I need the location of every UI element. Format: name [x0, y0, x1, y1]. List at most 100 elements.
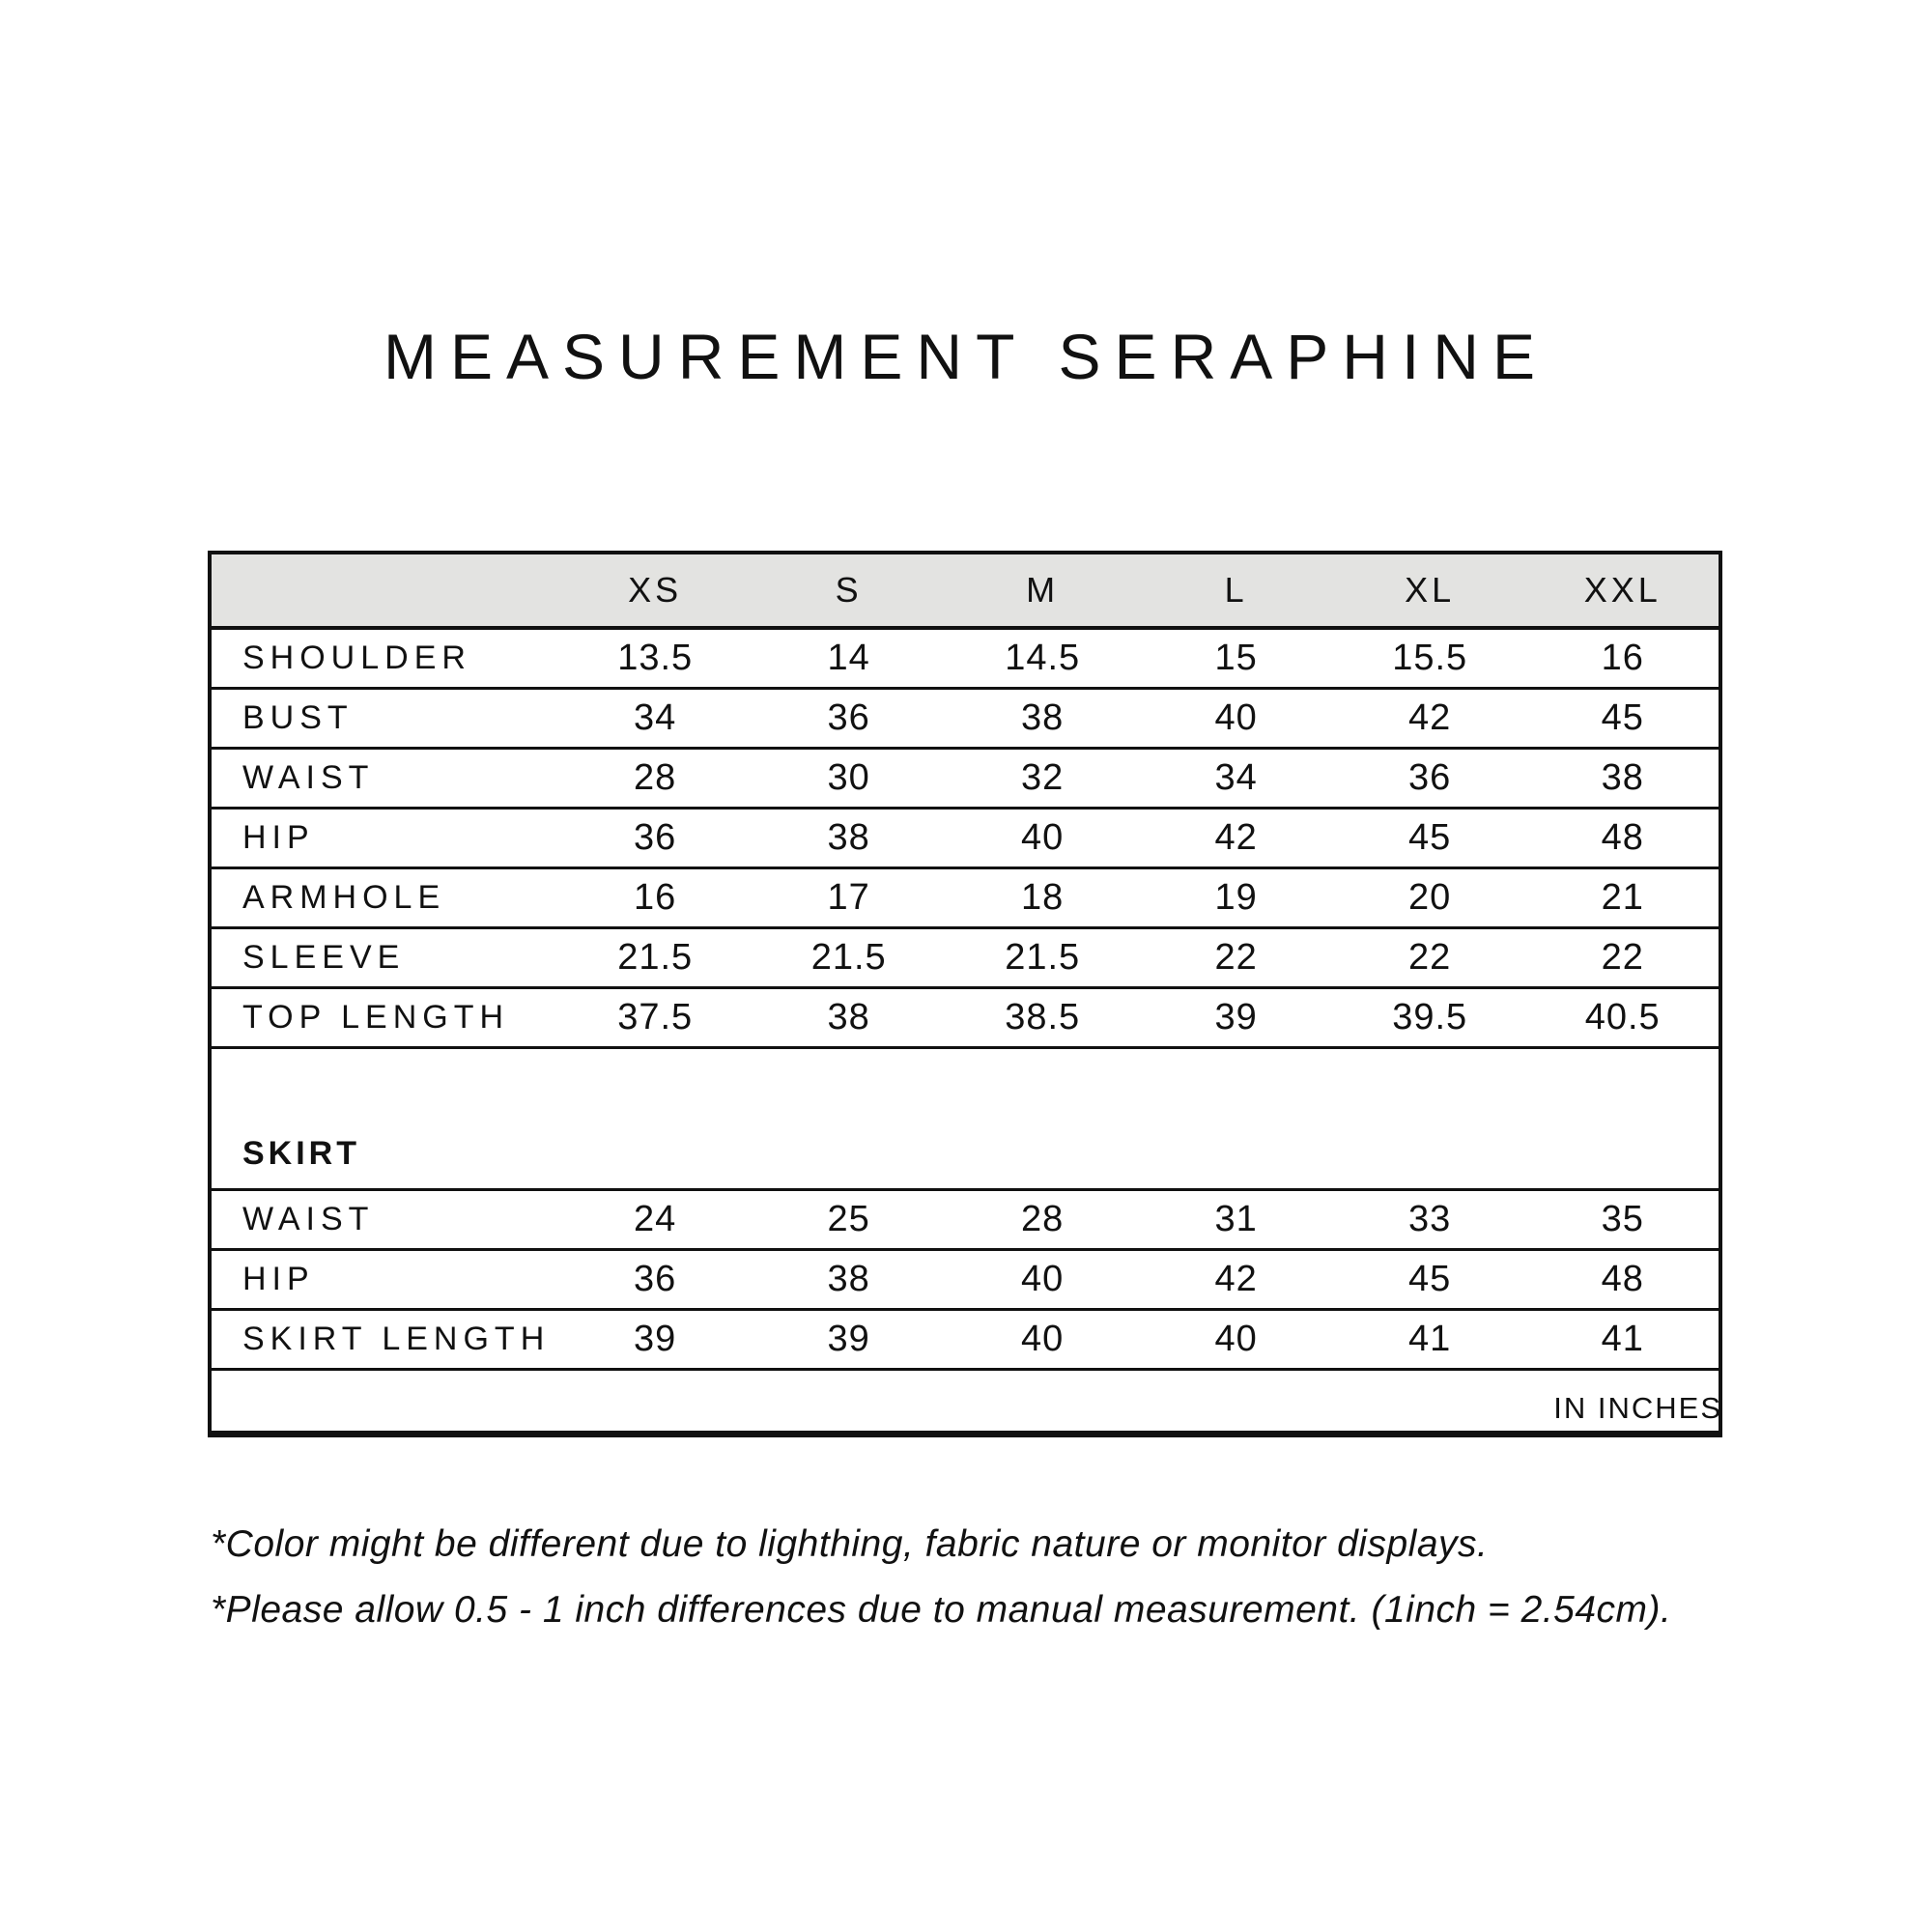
measurement-value: 48 [1526, 1248, 1720, 1310]
measurement-value: 22 [1139, 926, 1333, 988]
table-header: XS S M L XL XXL [210, 553, 1720, 630]
table-body: SHOULDER 13.5 14 14.5 15 15.5 16 BUST 34 36 38 40 42… [210, 626, 1720, 1435]
empty-row [210, 1368, 1720, 1435]
measurement-value: 36 [557, 807, 753, 868]
table-row: WAIST 28 30 32 34 36 38 [210, 747, 1720, 809]
measurement-value: 37.5 [557, 986, 753, 1048]
measurement-value: 34 [557, 687, 753, 749]
measurement-value: 42 [1139, 807, 1333, 868]
measurement-value: 41 [1526, 1308, 1720, 1370]
measurement-value: 28 [557, 747, 753, 809]
skirt-section-row: SKIRT [210, 1046, 1720, 1190]
measurement-value: 42 [1139, 1248, 1333, 1310]
row-label: HIP [210, 807, 558, 868]
measurement-value: 16 [557, 867, 753, 928]
measurement-value: 48 [1526, 807, 1720, 868]
measurement-value: 39 [752, 1308, 946, 1370]
measurement-value: 31 [1139, 1188, 1333, 1250]
measurement-value: 35 [1526, 1188, 1720, 1250]
row-label: SKIRT LENGTH [210, 1308, 558, 1370]
table-row: HIP 36 38 40 42 45 48 [210, 1248, 1720, 1310]
measurement-value: 33 [1332, 1188, 1527, 1250]
measurement-value: 15.5 [1332, 626, 1527, 689]
measurement-value: 38 [752, 1248, 946, 1310]
row-label: SLEEVE [210, 926, 558, 988]
table-row: HIP 36 38 40 42 45 48 [210, 807, 1720, 868]
measurement-value: 14 [752, 626, 946, 689]
table-row: BUST 34 36 38 40 42 45 [210, 687, 1720, 749]
table-row: ARMHOLE 16 17 18 19 20 21 [210, 867, 1720, 928]
measurement-value: 38.5 [945, 986, 1140, 1048]
measurement-value: 39 [557, 1308, 753, 1370]
row-label: HIP [210, 1248, 558, 1310]
measurement-value: 21 [1526, 867, 1720, 928]
page-title: MEASUREMENT SERAPHINE [384, 321, 1548, 392]
measurement-value: 15 [1139, 626, 1333, 689]
table-row: WAIST 24 25 28 31 33 35 [210, 1188, 1720, 1250]
measurement-value: 36 [1332, 747, 1527, 809]
size-header-xxl: XXL [1526, 553, 1720, 630]
measurement-value: 17 [752, 867, 946, 928]
measurement-value: 22 [1332, 926, 1527, 988]
measurement-value: 32 [945, 747, 1140, 809]
measurement-value: 36 [557, 1248, 753, 1310]
measurement-value: 28 [945, 1188, 1140, 1250]
measurement-value: 36 [752, 687, 946, 749]
table-row: SKIRT LENGTH 39 39 40 40 41 41 [210, 1308, 1720, 1370]
skirt-section-label: SKIRT [210, 1046, 1720, 1190]
measurement-value: 45 [1332, 1248, 1527, 1310]
size-header-s: S [752, 553, 946, 630]
table-row: TOP LENGTH 37.5 38 38.5 39 39.5 40.5 [210, 986, 1720, 1048]
measurement-value: 39.5 [1332, 986, 1527, 1048]
measurement-value: 25 [752, 1188, 946, 1250]
measurement-value: 45 [1332, 807, 1527, 868]
measurement-value: 16 [1526, 626, 1720, 689]
table-row: SHOULDER 13.5 14 14.5 15 15.5 16 [210, 626, 1720, 689]
measurement-value: 13.5 [557, 626, 753, 689]
measurement-value: 21.5 [752, 926, 946, 988]
measurement-value: 20 [1332, 867, 1527, 928]
measurement-value: 21.5 [945, 926, 1140, 988]
measurement-value: 45 [1526, 687, 1720, 749]
measurement-value: 42 [1332, 687, 1527, 749]
row-label: ARMHOLE [210, 867, 558, 928]
row-label: TOP LENGTH [210, 986, 558, 1048]
row-label: WAIST [210, 1188, 558, 1250]
measurement-value: 40 [1139, 1308, 1333, 1370]
measurement-value: 24 [557, 1188, 753, 1250]
measurement-value: 41 [1332, 1308, 1527, 1370]
unit-note: IN INCHES [1553, 1391, 1722, 1425]
footnote-measurement-disclaimer: *Please allow 0.5 - 1 inch differences d… [211, 1589, 1672, 1631]
footnotes: *Color might be different due to lighthi… [211, 1512, 1671, 1643]
header-corner-cell [210, 553, 558, 630]
size-header-xl: XL [1332, 553, 1527, 630]
header-row: XS S M L XL XXL [210, 553, 1720, 630]
measurement-value: 40 [1139, 687, 1333, 749]
measurement-value: 40.5 [1526, 986, 1720, 1048]
measurement-value: 22 [1526, 926, 1720, 988]
measurement-value: 40 [945, 1248, 1140, 1310]
measurement-value: 40 [945, 807, 1140, 868]
row-label: SHOULDER [210, 626, 558, 689]
size-header-xs: XS [557, 553, 753, 630]
measurement-value: 38 [752, 986, 946, 1048]
size-header-m: M [945, 553, 1140, 630]
table-row: SLEEVE 21.5 21.5 21.5 22 22 22 [210, 926, 1720, 988]
measurement-value: 34 [1139, 747, 1333, 809]
measurement-value: 18 [945, 867, 1140, 928]
measurement-value: 30 [752, 747, 946, 809]
row-label: BUST [210, 687, 558, 749]
measurement-value: 21.5 [557, 926, 753, 988]
measurement-value: 38 [1526, 747, 1720, 809]
measurement-value: 40 [945, 1308, 1140, 1370]
measurement-table: XS S M L XL XXL SHOULDER 13.5 14 14.5 15 15.5 16 BUS… [208, 551, 1722, 1437]
footnote-color-disclaimer: *Color might be different due to lighthi… [211, 1523, 1489, 1565]
measurement-value: 38 [945, 687, 1140, 749]
measurement-value: 39 [1139, 986, 1333, 1048]
measurement-value: 19 [1139, 867, 1333, 928]
row-label: WAIST [210, 747, 558, 809]
empty-row-cell [210, 1368, 1720, 1435]
measurement-value: 38 [752, 807, 946, 868]
measurement-value: 14.5 [945, 626, 1140, 689]
size-header-l: L [1139, 553, 1333, 630]
